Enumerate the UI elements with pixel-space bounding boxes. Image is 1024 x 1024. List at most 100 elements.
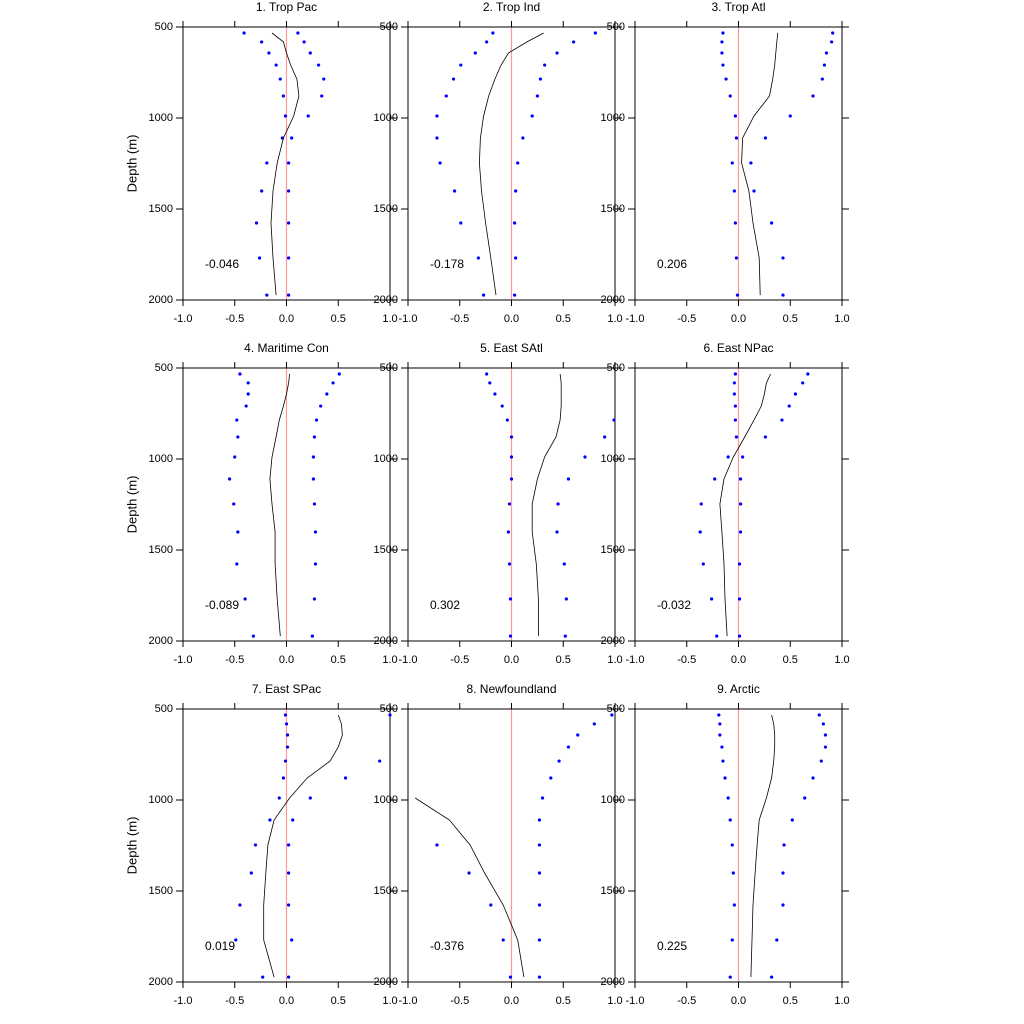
y-tick-label: 1000 — [601, 453, 625, 465]
data-point — [459, 221, 463, 225]
data-point — [513, 293, 517, 297]
annotation: -0.376 — [430, 939, 464, 953]
x-tick-label: 0.5 — [783, 654, 798, 666]
data-point — [721, 63, 725, 67]
data-line — [750, 714, 776, 978]
data-point — [824, 51, 829, 55]
data-point — [438, 161, 442, 165]
x-tick-label: 0.0 — [731, 654, 746, 666]
y-tick-label: 500 — [380, 21, 398, 33]
y-tick-label: 1500 — [601, 544, 625, 556]
data-point — [726, 455, 730, 459]
x-tick-label: 0.5 — [331, 654, 346, 666]
data-point — [444, 94, 448, 98]
data-point — [283, 114, 288, 118]
data-point — [717, 713, 721, 717]
data-point — [713, 477, 717, 481]
x-tick-label: -1.0 — [174, 313, 193, 325]
y-tick-label: 500 — [380, 703, 398, 715]
data-point — [782, 843, 786, 847]
x-tick-label: -0.5 — [225, 313, 244, 325]
data-point — [738, 502, 743, 506]
data-point — [801, 381, 805, 385]
data-point — [831, 31, 835, 35]
data-point — [246, 381, 250, 385]
data-line — [270, 32, 300, 296]
data-point — [251, 634, 255, 638]
data-point — [781, 293, 785, 297]
y-tick-label: 500 — [155, 21, 173, 33]
data-point — [793, 392, 798, 396]
panel-title: 1. Trop Pac — [256, 0, 317, 14]
data-point — [243, 597, 247, 601]
data-point — [325, 392, 329, 396]
data-point — [734, 435, 739, 439]
data-point — [234, 938, 238, 942]
y-tick-label: 2000 — [149, 294, 173, 306]
data-point — [549, 776, 553, 780]
data-point — [737, 634, 742, 638]
data-point — [555, 530, 559, 534]
plot-frame — [182, 708, 391, 983]
x-tick-label: 1.0 — [834, 313, 849, 325]
y-axis-label: Depth (m) — [124, 817, 139, 875]
x-tick-label: 0.5 — [556, 654, 571, 666]
y-tick-label: 2000 — [149, 635, 173, 647]
data-point — [286, 293, 291, 297]
data-point — [506, 530, 510, 534]
y-tick-label: 500 — [155, 362, 173, 374]
data-point — [537, 975, 542, 979]
data-point — [246, 392, 250, 396]
y-tick-label: 1000 — [374, 794, 398, 806]
annotation: 0.206 — [657, 257, 687, 271]
data-point — [316, 63, 321, 67]
data-line — [531, 373, 562, 637]
data-point — [236, 530, 240, 534]
data-point — [244, 404, 248, 408]
data-point — [537, 843, 542, 847]
annotation: 0.302 — [430, 598, 460, 612]
data-point — [310, 634, 314, 638]
data-point — [308, 51, 312, 55]
data-point — [823, 733, 828, 737]
data-point — [806, 372, 810, 376]
data-point — [562, 562, 566, 566]
data-point — [308, 796, 312, 800]
x-tick-label: -0.5 — [225, 654, 244, 666]
data-point — [733, 372, 737, 376]
y-tick-label: 500 — [155, 703, 173, 715]
data-point — [749, 161, 753, 165]
data-point — [508, 597, 513, 601]
x-tick-label: 0.0 — [504, 313, 519, 325]
x-tick-label: -0.5 — [677, 995, 696, 1007]
data-point — [830, 40, 834, 44]
data-point — [233, 455, 237, 459]
annotation: 0.225 — [657, 939, 687, 953]
panel-title: 4. Maritime Con — [244, 341, 329, 355]
x-tick-label: 1.0 — [834, 654, 849, 666]
data-point — [435, 136, 439, 140]
data-point — [564, 597, 568, 601]
data-point — [720, 40, 724, 44]
data-point — [493, 392, 497, 396]
panel-title: 3. Trop Atl — [711, 0, 765, 14]
data-point — [718, 733, 722, 737]
data-point — [732, 392, 736, 396]
data-point — [227, 477, 232, 481]
data-point — [501, 938, 505, 942]
y-tick-label: 1500 — [601, 885, 625, 897]
plot-frame — [634, 26, 843, 301]
x-tick-label: 0.0 — [279, 995, 294, 1007]
y-axis-label: Depth (m) — [124, 135, 139, 193]
data-point — [514, 256, 518, 260]
data-point — [507, 562, 512, 566]
x-tick-label: 0.0 — [504, 654, 519, 666]
data-point — [823, 745, 828, 749]
data-point — [481, 293, 486, 297]
data-point — [268, 818, 272, 822]
x-tick-label: -1.0 — [174, 995, 193, 1007]
panel-title: 8. Newfoundland — [466, 682, 556, 696]
x-tick-label: -0.5 — [450, 313, 469, 325]
data-point — [576, 733, 580, 737]
